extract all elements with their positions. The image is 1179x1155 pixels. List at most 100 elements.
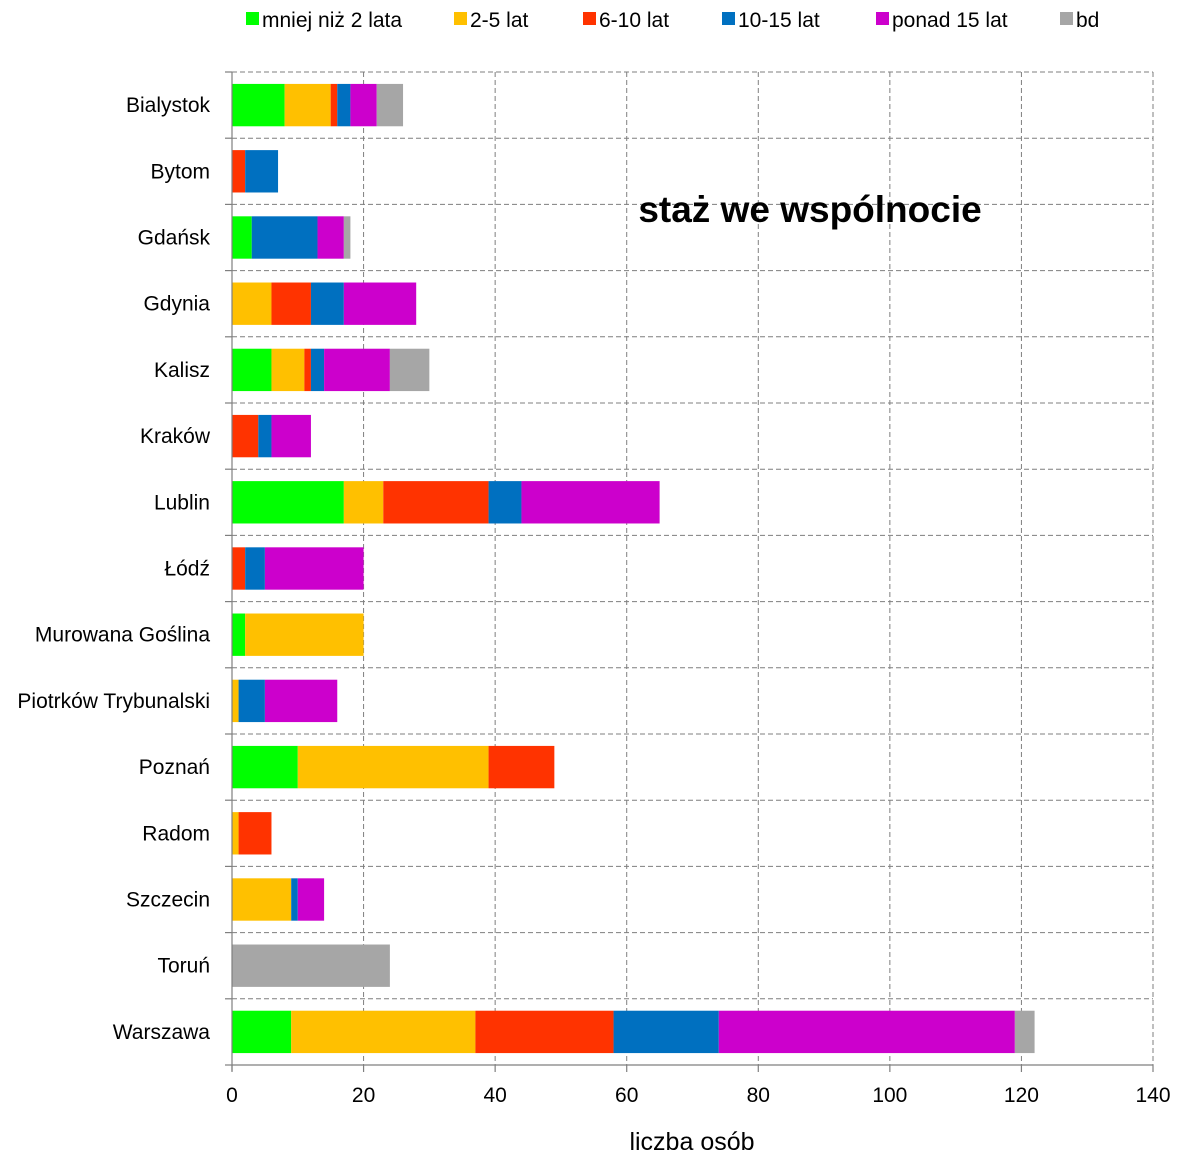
x-tick-label-0: 0 <box>226 1084 238 1107</box>
bar-segment <box>343 216 351 259</box>
bar-segment <box>232 878 292 921</box>
bar-segment <box>245 150 279 193</box>
legend-swatch <box>722 12 735 25</box>
x-tick-label-7: 140 <box>1135 1084 1170 1107</box>
bar-segment <box>232 481 344 524</box>
category-label: Poznań <box>139 756 210 779</box>
legend-item: 10-15 lat <box>722 9 820 32</box>
bar-segment <box>389 348 430 392</box>
legend-label: 2-5 lat <box>470 9 529 32</box>
bar-segment <box>297 878 325 921</box>
category-label: Piotrków Trybunalski <box>17 690 210 713</box>
bar-segment <box>291 1010 476 1054</box>
bar-segment <box>521 481 660 524</box>
legend-item: 2-5 lat <box>454 9 529 32</box>
x-tick-label-3: 60 <box>615 1084 638 1107</box>
legend-swatch <box>583 12 596 25</box>
bar-segment <box>232 282 272 325</box>
bar-segment <box>251 216 318 259</box>
bar-segment <box>232 745 298 789</box>
bar-segment <box>343 481 384 524</box>
legend-swatch <box>454 12 467 25</box>
category-label: Bytom <box>150 160 210 183</box>
category-label: Kalisz <box>154 359 210 382</box>
bar-segment <box>232 150 246 193</box>
bar-segment <box>232 83 285 127</box>
x-tick-label-6: 120 <box>1004 1084 1039 1107</box>
legend-label: 10-15 lat <box>738 9 820 32</box>
category-label: Murowana Goślina <box>35 624 210 647</box>
category-label: Szczecin <box>126 889 210 912</box>
bar-segment <box>238 812 272 855</box>
vertical-gridlines <box>363 72 1154 1065</box>
bar-segment <box>613 1010 719 1054</box>
legend-label: 6-10 lat <box>599 9 669 32</box>
category-label: Gdańsk <box>138 227 211 250</box>
category-label: Warszawa <box>113 1021 211 1044</box>
bar-segment <box>232 216 252 259</box>
horizontal-gridlines <box>232 71 1153 1000</box>
bar-segment <box>310 348 325 392</box>
x-tick-label-5: 100 <box>872 1084 907 1107</box>
bar-segment <box>488 745 555 789</box>
category-label: Gdynia <box>143 293 210 316</box>
legend-item: bd <box>1060 9 1099 32</box>
category-labels: Bialystok Bytom Gdańsk Gdynia Kalisz Kraków Lu… <box>17 94 210 1044</box>
legend-item: mniej niż 2 lata <box>246 9 402 32</box>
bar-segment <box>284 83 331 127</box>
bar-segment <box>232 348 272 392</box>
x-tick-label-2: 40 <box>483 1084 506 1107</box>
bar-segment <box>271 282 311 325</box>
bars <box>232 83 1035 1054</box>
category-label: Toruń <box>157 955 210 978</box>
category-label: Radom <box>142 822 210 845</box>
bar-segment <box>232 547 246 590</box>
bar-segment <box>297 745 489 789</box>
bar-segment <box>232 944 390 987</box>
bar-segment <box>475 1010 614 1054</box>
bar-segment <box>238 679 265 723</box>
legend-label: ponad 15 lat <box>892 9 1008 32</box>
category-label: Kraków <box>140 425 211 448</box>
legend-item: ponad 15 lat <box>876 9 1008 32</box>
category-label: Łódź <box>164 558 210 581</box>
bar-segment <box>271 414 311 458</box>
bar-segment <box>718 1010 1015 1054</box>
bar-segment <box>245 547 265 590</box>
bar-segment <box>304 348 311 392</box>
bar-segment <box>291 878 298 921</box>
bar-segment <box>245 613 364 656</box>
legend: mniej niż 2 lata 2-5 lat 6-10 lat 10-15 lat… <box>246 9 1099 32</box>
bar-segment <box>232 679 239 723</box>
bar-segment <box>317 216 344 259</box>
legend-item: 6-10 lat <box>583 9 669 32</box>
x-tick-label-4: 80 <box>747 1084 770 1107</box>
bar-segment <box>232 613 246 656</box>
bar-segment <box>337 83 351 127</box>
plot-area <box>225 71 1154 1072</box>
axes <box>225 71 1154 1072</box>
bar-segment <box>488 481 522 524</box>
bar-segment <box>383 481 489 524</box>
bar-segment <box>264 547 364 590</box>
legend-swatch <box>1060 12 1073 25</box>
category-label: Lublin <box>154 491 210 514</box>
chart-title: staż we wspólnocie <box>638 189 981 230</box>
bar-segment <box>258 414 272 458</box>
legend-label: bd <box>1076 9 1099 32</box>
x-axis-title: liczba osób <box>629 1128 754 1155</box>
bar-segment <box>376 83 404 127</box>
x-tick-labels: 0 20 40 60 80 100 120 140 <box>226 1084 1170 1107</box>
legend-swatch <box>876 12 889 25</box>
bar-segment <box>232 812 239 855</box>
x-tick-label-1: 20 <box>352 1084 375 1107</box>
bar-segment <box>350 83 377 127</box>
bar-segment <box>232 414 259 458</box>
bar-segment <box>271 348 305 392</box>
bar-segment <box>1014 1010 1035 1054</box>
bar-segment <box>232 1010 292 1054</box>
bar-segment <box>310 282 344 325</box>
bar-segment <box>343 282 417 325</box>
bar-segment <box>264 679 338 723</box>
